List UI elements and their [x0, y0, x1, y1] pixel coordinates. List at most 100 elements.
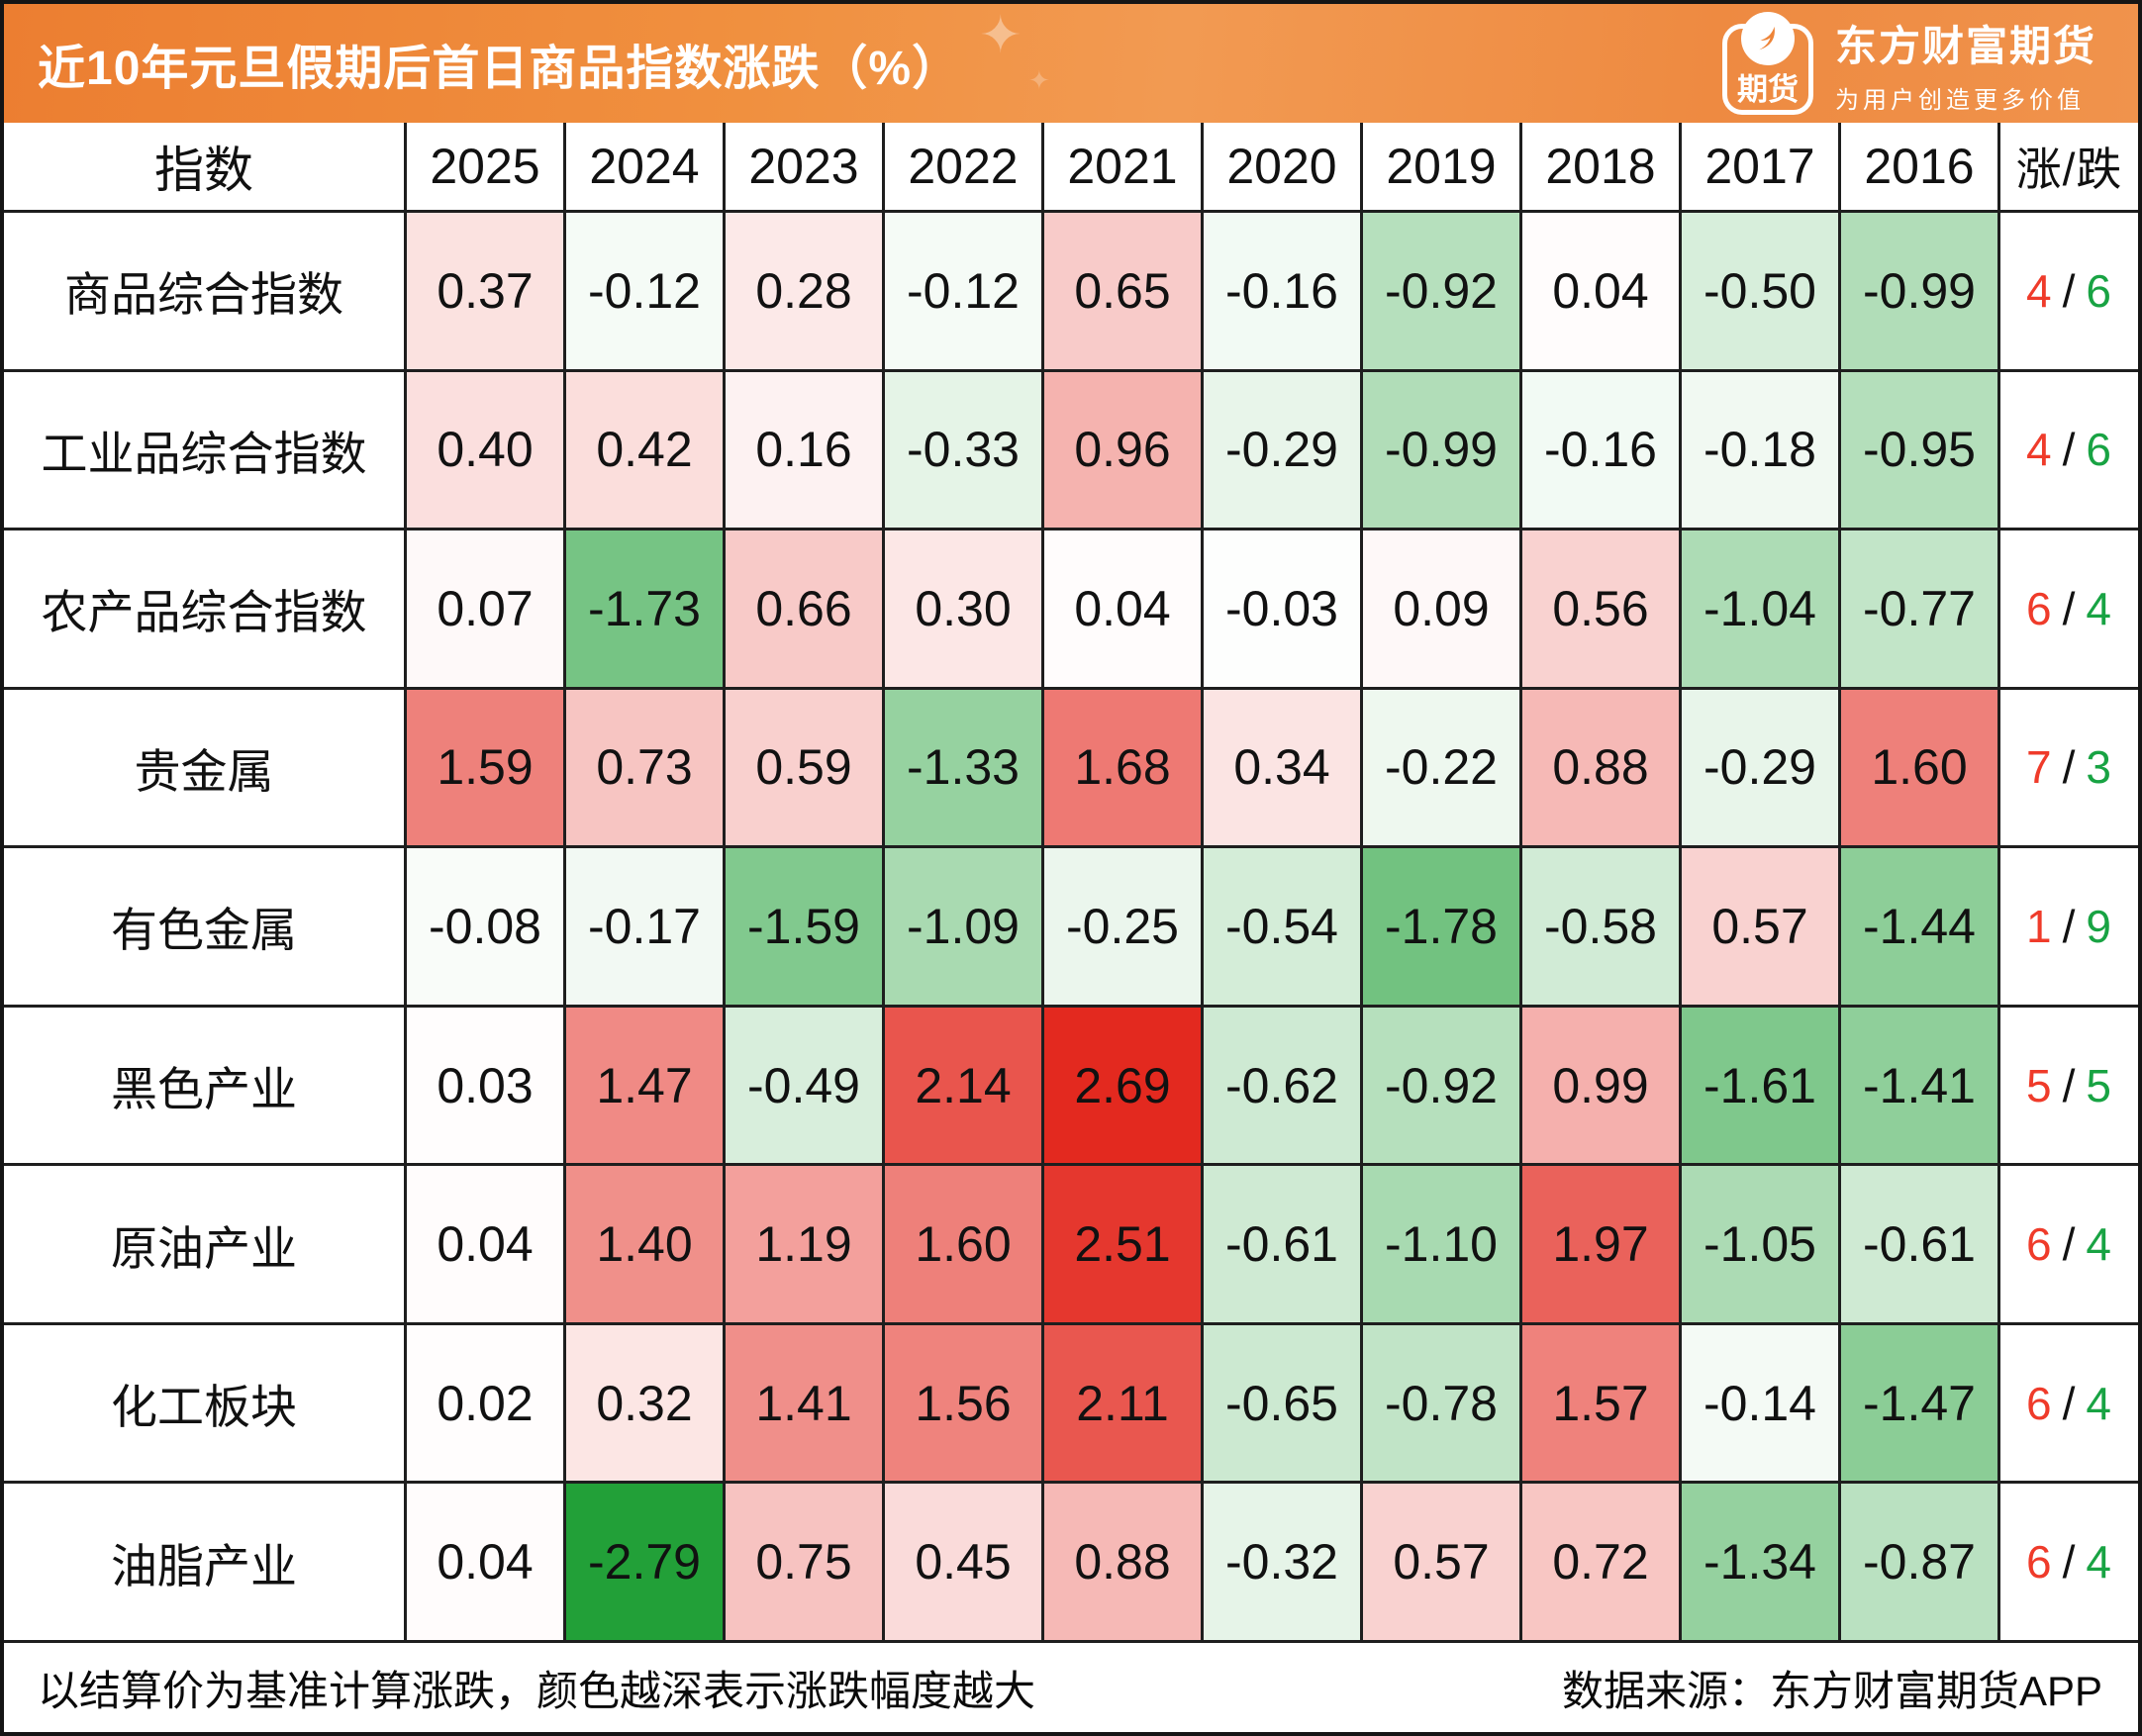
- value-cell: -1.73: [563, 528, 723, 687]
- updown-header: 涨/跌: [1997, 123, 2138, 210]
- year-header: 2017: [1679, 123, 1838, 210]
- value-cell: 0.45: [882, 1481, 1041, 1640]
- value-cell: 0.42: [563, 368, 723, 529]
- value-cell: 2.69: [1041, 1004, 1201, 1164]
- updown-cell: 4/6: [1997, 368, 2138, 529]
- value-cell: 0.04: [404, 1163, 563, 1322]
- value-cell: -0.58: [1519, 845, 1679, 1005]
- value-cell: -0.03: [1201, 528, 1360, 687]
- updown-cell: 7/3: [1997, 686, 2138, 846]
- value-cell: -0.99: [1360, 368, 1519, 529]
- slash-separator: /: [2062, 264, 2077, 317]
- updown-cell: 6/4: [1997, 1163, 2138, 1322]
- value-cell: 1.40: [563, 1163, 723, 1322]
- value-cell: 1.60: [1838, 686, 1997, 846]
- slash-separator: /: [2062, 900, 2077, 952]
- value-cell: -0.49: [723, 1004, 882, 1164]
- value-cell: 1.47: [563, 1004, 723, 1164]
- value-cell: 0.34: [1201, 686, 1360, 846]
- value-cell: -1.34: [1679, 1481, 1838, 1640]
- value-cell: 0.57: [1679, 845, 1838, 1005]
- value-cell: 0.04: [1519, 210, 1679, 369]
- value-cell: -0.61: [1838, 1163, 1997, 1322]
- year-header: 2022: [882, 123, 1041, 210]
- value-cell: -0.08: [404, 845, 563, 1005]
- down-count: 9: [2086, 900, 2112, 952]
- value-cell: 0.75: [723, 1481, 882, 1640]
- value-cell: -1.04: [1679, 528, 1838, 687]
- value-cell: -0.95: [1838, 368, 1997, 529]
- row-label: 有色金属: [4, 845, 404, 1005]
- row-label: 工业品综合指数: [4, 368, 404, 529]
- year-header: 2019: [1360, 123, 1519, 210]
- value-cell: 2.14: [882, 1004, 1041, 1164]
- value-cell: 0.88: [1041, 1481, 1201, 1640]
- value-cell: -0.92: [1360, 1004, 1519, 1164]
- value-cell: -0.33: [882, 368, 1041, 529]
- value-cell: 0.72: [1519, 1481, 1679, 1640]
- slash-separator: /: [2062, 1218, 2077, 1271]
- value-cell: -0.14: [1679, 1321, 1838, 1482]
- down-count: 3: [2086, 741, 2112, 794]
- updown-cell: 5/5: [1997, 1004, 2138, 1164]
- value-cell: 1.57: [1519, 1321, 1679, 1482]
- row-label: 油脂产业: [4, 1481, 404, 1640]
- value-cell: -1.61: [1679, 1004, 1838, 1164]
- value-cell: 0.09: [1360, 528, 1519, 687]
- up-count: 6: [2026, 582, 2053, 634]
- value-cell: 0.73: [563, 686, 723, 846]
- page-title: 近10年元旦假期后首日商品指数涨跌（%）: [38, 43, 961, 95]
- year-header: 2023: [723, 123, 882, 210]
- up-count: 5: [2026, 1059, 2053, 1111]
- value-cell: 1.41: [723, 1321, 882, 1482]
- value-cell: -0.29: [1201, 368, 1360, 529]
- value-cell: 0.56: [1519, 528, 1679, 687]
- value-cell: -0.92: [1360, 210, 1519, 369]
- value-cell: 0.16: [723, 368, 882, 529]
- brand-text: 东方财富期货 为用户创造更多价值: [1835, 13, 2096, 115]
- value-cell: -0.62: [1201, 1004, 1360, 1164]
- value-cell: -1.59: [723, 845, 882, 1005]
- row-label: 商品综合指数: [4, 210, 404, 369]
- brand-app-icon: 期货: [1721, 12, 1813, 115]
- value-cell: 1.56: [882, 1321, 1041, 1482]
- value-cell: -2.79: [563, 1481, 723, 1640]
- slash-separator: /: [2062, 741, 2077, 794]
- value-cell: -0.29: [1679, 686, 1838, 846]
- brand-slogan: 为用户创造更多价值: [1834, 86, 2085, 114]
- value-cell: 0.32: [563, 1321, 723, 1482]
- down-count: 4: [2086, 1377, 2112, 1429]
- value-cell: -0.12: [563, 210, 723, 369]
- title-banner: ✦ ✦ 近10年元旦假期后首日商品指数涨跌（%） 期货 东方财富期货 为用户创造…: [4, 4, 2138, 123]
- up-count: 6: [2026, 1536, 2053, 1589]
- value-cell: 0.88: [1519, 686, 1679, 846]
- index-column-header: 指数: [4, 123, 404, 210]
- footer: 以结算价为基准计算涨跌，颜色越深表示涨跌幅度越大 数据来源：东方财富期货APP: [4, 1640, 2138, 1732]
- value-cell: -0.18: [1679, 368, 1838, 529]
- updown-cell: 6/4: [1997, 1321, 2138, 1482]
- updown-cell: 1/9: [1997, 845, 2138, 1005]
- year-header: 2018: [1519, 123, 1679, 210]
- value-cell: 0.99: [1519, 1004, 1679, 1164]
- value-cell: 0.66: [723, 528, 882, 687]
- value-cell: 1.68: [1041, 686, 1201, 846]
- value-cell: 0.03: [404, 1004, 563, 1164]
- slash-separator: /: [2062, 424, 2077, 476]
- leaf-swirl-icon: [1759, 26, 1775, 50]
- value-cell: 0.65: [1041, 210, 1201, 369]
- value-cell: 1.59: [404, 686, 563, 846]
- value-cell: 0.04: [1041, 528, 1201, 687]
- row-label: 贵金属: [4, 686, 404, 846]
- year-header: 2024: [563, 123, 723, 210]
- sparkle-icon: ✦: [1028, 65, 1050, 95]
- row-label: 原油产业: [4, 1163, 404, 1322]
- value-cell: -0.65: [1201, 1321, 1360, 1482]
- value-cell: 2.51: [1041, 1163, 1201, 1322]
- brand-block: 期货 东方财富期货 为用户创造更多价值: [1721, 12, 2096, 115]
- value-cell: -0.16: [1519, 368, 1679, 529]
- value-cell: 0.30: [882, 528, 1041, 687]
- value-cell: 2.11: [1041, 1321, 1201, 1482]
- value-cell: 0.40: [404, 368, 563, 529]
- up-count: 6: [2026, 1218, 2053, 1271]
- value-cell: -0.32: [1201, 1481, 1360, 1640]
